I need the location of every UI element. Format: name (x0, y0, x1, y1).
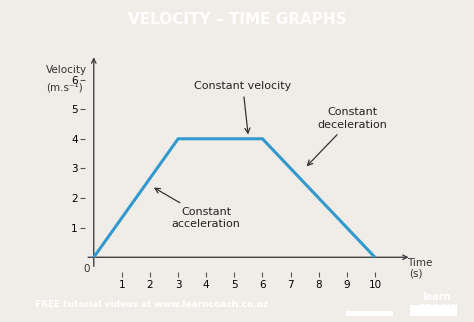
Text: (s): (s) (409, 269, 422, 279)
Text: Constant
deceleration: Constant deceleration (308, 108, 387, 166)
Bar (346, 312, 393, 317)
Text: FREE tutorial videos at www.learncoach.co.nz: FREE tutorial videos at www.learncoach.c… (35, 300, 268, 309)
Text: Time: Time (407, 258, 433, 268)
Text: Constant
acceleration: Constant acceleration (155, 188, 241, 229)
Bar (410, 305, 457, 309)
Bar (410, 311, 457, 317)
Text: Velocity: Velocity (46, 65, 87, 75)
Bar (410, 306, 457, 311)
Bar (410, 312, 457, 317)
Text: VELOCITY – TIME GRAPHS: VELOCITY – TIME GRAPHS (128, 12, 346, 27)
Text: Constant velocity: Constant velocity (194, 81, 292, 133)
Text: learn
COACH: learn COACH (417, 292, 455, 314)
Text: 0: 0 (83, 263, 90, 273)
Bar (346, 311, 393, 317)
Text: (m.s⁻¹): (m.s⁻¹) (46, 82, 82, 92)
